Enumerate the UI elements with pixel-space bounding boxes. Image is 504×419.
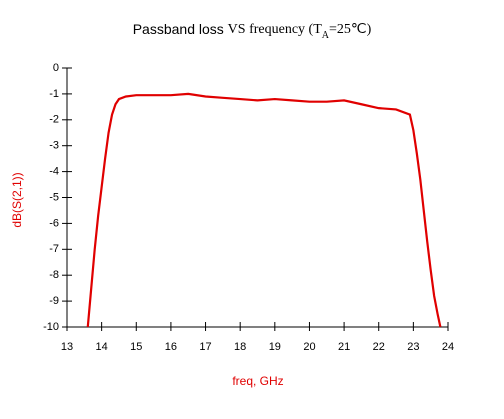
y-tick-label: -4 xyxy=(49,166,59,178)
x-tick-label: 15 xyxy=(130,341,142,353)
y-tick-label: -5 xyxy=(49,191,59,203)
y-tick-label: -1 xyxy=(49,88,59,100)
y-tick-label: 0 xyxy=(53,62,59,74)
y-tick-label: -3 xyxy=(49,140,59,152)
x-axis-label: freq, GHz xyxy=(232,374,283,388)
title-part: A xyxy=(322,30,330,41)
data-line xyxy=(86,92,442,328)
x-tick-label: 17 xyxy=(199,341,211,353)
x-tick-label: 22 xyxy=(373,341,385,353)
y-tick-label: -2 xyxy=(49,114,59,126)
x-tick-label: 16 xyxy=(165,341,177,353)
x-tick-label: 14 xyxy=(96,341,108,353)
x-tick-label: 24 xyxy=(442,341,454,353)
title-part: frequency (T xyxy=(246,22,323,37)
x-tick-label: 18 xyxy=(234,341,246,353)
x-tick-label: 13 xyxy=(61,341,73,353)
x-tick-label: 20 xyxy=(303,341,315,353)
title-part: Passband loss xyxy=(133,21,228,37)
title-part: =25℃) xyxy=(329,22,372,37)
x-tick-label: 21 xyxy=(338,341,350,353)
y-tick-label: -6 xyxy=(49,217,59,229)
y-tick-label: -7 xyxy=(49,243,59,255)
chart-title: Passband loss VS frequency (TA=25℃) xyxy=(133,21,372,41)
y-tick-label: -8 xyxy=(49,269,59,281)
y-axis-label: dB(S(2,1)) xyxy=(10,172,24,227)
y-tick-label: -10 xyxy=(43,321,59,333)
x-tick-label: 23 xyxy=(407,341,419,353)
x-tick-label: 19 xyxy=(269,341,281,353)
y-tick-label: -9 xyxy=(49,295,59,307)
title-part: VS xyxy=(228,22,246,37)
